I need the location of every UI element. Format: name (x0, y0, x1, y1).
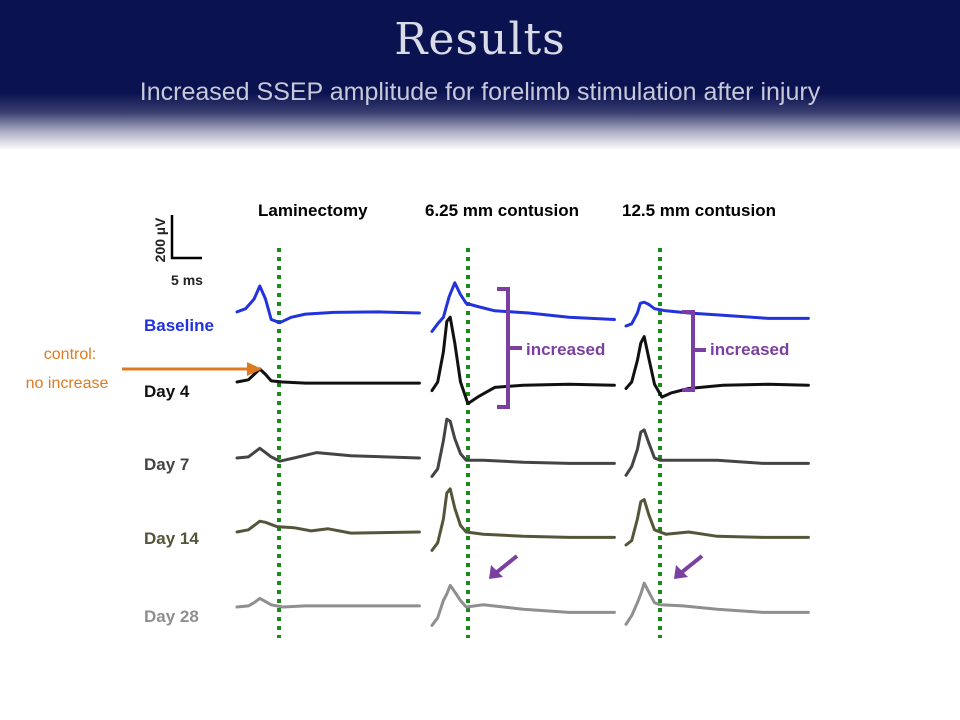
ssep-traces (235, 281, 810, 627)
row-label-1: Day 4 (144, 382, 190, 401)
day28-arrows (489, 554, 704, 579)
trace-panel2-row1 (624, 335, 810, 399)
panel-title-1: 6.25 mm contusion (425, 201, 579, 220)
stimulus-guides (277, 248, 662, 638)
control-arrowhead (247, 362, 262, 376)
increase-bracket-1 (497, 287, 510, 409)
day28-arrowhead-1 (489, 565, 503, 579)
increased-label-2: increased (710, 340, 789, 359)
row-label-0: Baseline (144, 316, 214, 335)
trace-panel2-row4 (624, 581, 810, 626)
control-label-line1: control: (44, 346, 96, 363)
panel-title-0: Laminectomy (258, 201, 368, 220)
panel-title-2: 12.5 mm contusion (622, 201, 776, 220)
slide-header (0, 0, 960, 150)
day28-arrowhead-2 (674, 565, 688, 579)
annotation-brackets (497, 287, 706, 409)
trace-panel1-row2 (430, 417, 616, 478)
panel-titles: Laminectomy 6.25 mm contusion 12.5 mm cont… (258, 201, 776, 220)
scale-bar-voltage-label: 200 µV (152, 217, 168, 262)
trace-panel1-row0 (430, 281, 616, 333)
increased-label-1: increased (526, 340, 605, 359)
control-label-line2: no increase (26, 375, 109, 392)
control-annotation: control: no increase (26, 346, 262, 392)
trace-panel1-row1 (430, 315, 616, 406)
trace-panel2-row0 (624, 300, 810, 328)
row-label-4: Day 28 (144, 607, 199, 626)
row-label-2: Day 7 (144, 455, 189, 474)
trace-panel0-row3 (235, 519, 421, 535)
slide-subtitle: Increased SSEP amplitude for forelimb st… (139, 78, 821, 106)
row-labels: Baseline Day 4 Day 7 Day 14 Day 28 (144, 316, 214, 626)
trace-panel2-row2 (624, 428, 810, 477)
trace-panel1-row3 (430, 487, 616, 552)
scale-bar-time-label: 5 ms (171, 272, 203, 288)
trace-panel1-row4 (430, 583, 616, 627)
trace-panel0-row2 (235, 446, 421, 463)
trace-panel2-row3 (624, 498, 810, 547)
scale-bar: 200 µV 5 ms (152, 215, 203, 288)
trace-panel0-row4 (235, 596, 421, 609)
increase-bracket-2 (682, 310, 695, 392)
row-label-3: Day 14 (144, 529, 199, 548)
trace-panel0-row0 (235, 284, 421, 325)
trace-panel0-row1 (235, 367, 421, 385)
slide-title: Results (394, 14, 566, 65)
scale-bar-lines (170, 215, 202, 260)
